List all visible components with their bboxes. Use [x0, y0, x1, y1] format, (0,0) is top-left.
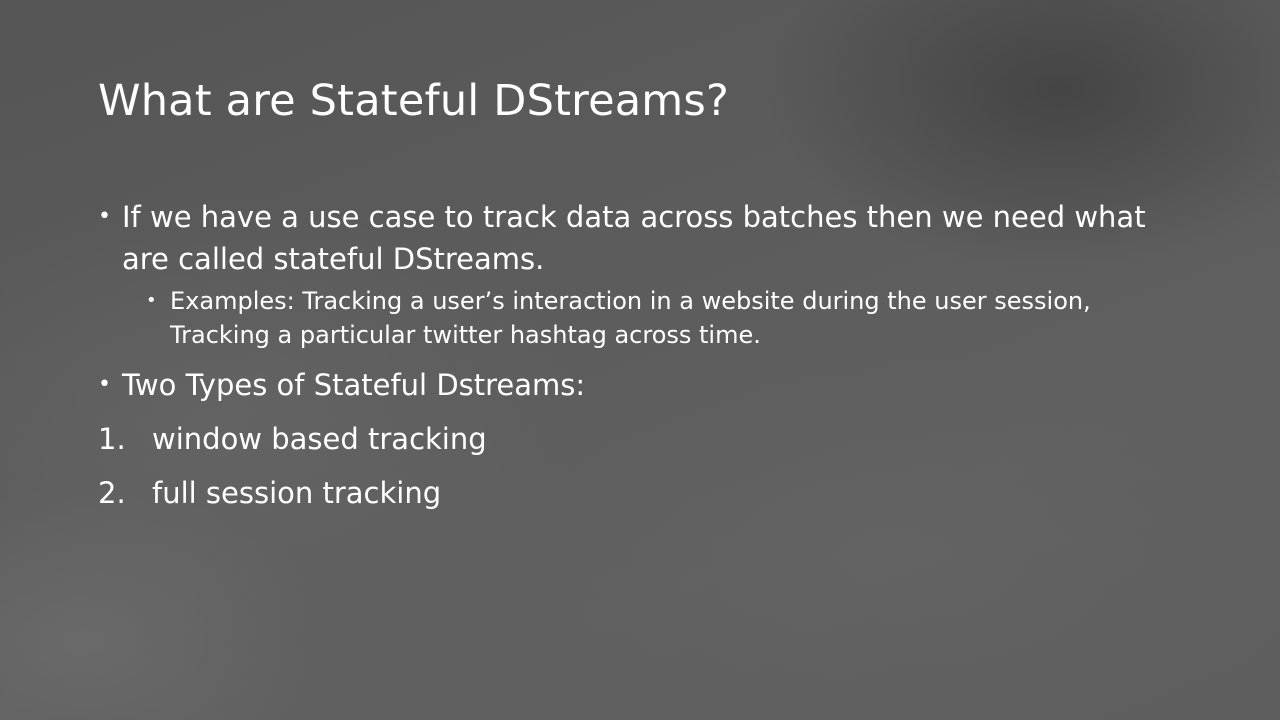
bullet-text: Two Types of Stateful Dstreams: — [122, 368, 586, 402]
bullet-icon: • — [98, 204, 111, 229]
bullet-item: • Two Types of Stateful Dstreams: — [98, 364, 1188, 406]
sub-bullet-text: Examples: Tracking a user’s interaction … — [170, 287, 1091, 349]
bullet-icon: • — [146, 290, 157, 311]
sub-bullet-item: • Examples: Tracking a user’s interactio… — [146, 284, 1186, 352]
item-text: full session tracking — [152, 476, 442, 510]
slide-title: What are Stateful DStreams? — [98, 76, 729, 126]
numbered-item: 1. window based tracking — [98, 418, 1188, 460]
item-number: 2. — [98, 476, 126, 510]
bullet-icon: • — [98, 372, 111, 397]
item-text: window based tracking — [152, 422, 487, 456]
bullet-item: • If we have a use case to track data ac… — [98, 196, 1188, 280]
bullet-text: If we have a use case to track data acro… — [122, 200, 1146, 276]
numbered-item: 2. full session tracking — [98, 472, 1188, 514]
item-number: 1. — [98, 422, 126, 456]
